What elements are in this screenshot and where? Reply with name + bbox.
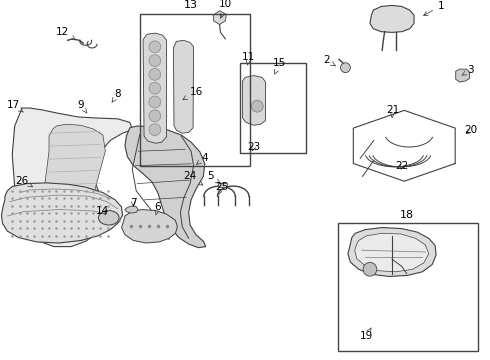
Text: 18: 18 [400, 210, 414, 220]
Bar [140, 14, 250, 166]
Ellipse shape [98, 211, 119, 225]
Text: 4: 4 [196, 153, 208, 165]
Polygon shape [370, 5, 414, 32]
Circle shape [149, 41, 161, 53]
Circle shape [149, 96, 161, 108]
Text: 13: 13 [184, 0, 198, 10]
Circle shape [149, 82, 161, 94]
Text: 9: 9 [77, 100, 87, 113]
Text: 20: 20 [464, 125, 477, 135]
Polygon shape [125, 126, 206, 248]
Text: 12: 12 [56, 27, 75, 40]
Circle shape [251, 100, 263, 112]
Polygon shape [143, 33, 167, 143]
Text: 11: 11 [242, 52, 256, 65]
Text: 24: 24 [183, 171, 203, 185]
Circle shape [149, 124, 161, 135]
Polygon shape [12, 108, 132, 247]
Polygon shape [42, 124, 105, 238]
Text: 17: 17 [7, 100, 23, 112]
Text: 6: 6 [154, 202, 161, 215]
Bar [338, 223, 478, 351]
Text: 8: 8 [112, 89, 121, 102]
Polygon shape [355, 233, 429, 272]
Circle shape [149, 110, 161, 122]
Text: 15: 15 [272, 58, 286, 74]
Polygon shape [125, 206, 138, 213]
Text: 7: 7 [130, 198, 137, 208]
Text: 26: 26 [15, 176, 32, 187]
Circle shape [341, 63, 350, 73]
Text: 23: 23 [247, 142, 261, 152]
Text: 14: 14 [96, 206, 110, 216]
Polygon shape [348, 228, 436, 276]
Polygon shape [213, 11, 226, 24]
Text: 2: 2 [323, 55, 335, 66]
Text: 22: 22 [395, 161, 409, 171]
Polygon shape [173, 40, 194, 133]
Circle shape [149, 68, 161, 80]
Text: 21: 21 [386, 105, 400, 118]
Text: 1: 1 [423, 1, 444, 15]
Polygon shape [456, 69, 469, 82]
Circle shape [363, 262, 377, 276]
Polygon shape [1, 183, 122, 243]
Polygon shape [243, 76, 266, 125]
Text: 16: 16 [183, 87, 203, 100]
Text: 19: 19 [360, 328, 373, 341]
Bar [240, 63, 306, 153]
Circle shape [149, 55, 161, 67]
Text: 3: 3 [462, 65, 474, 75]
Text: 10: 10 [219, 0, 232, 18]
Text: 5: 5 [207, 171, 220, 183]
Bar [218, 183, 227, 187]
Polygon shape [122, 210, 177, 243]
Text: 25: 25 [215, 182, 228, 195]
